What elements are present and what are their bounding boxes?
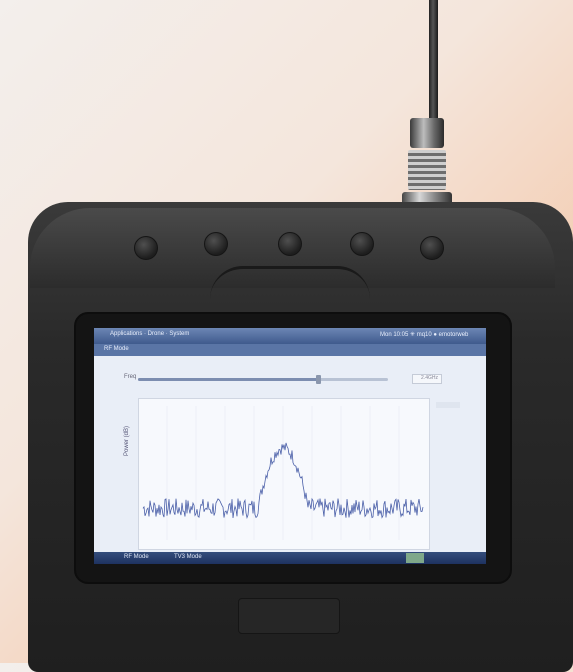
touch-screen[interactable]: Applications · Drone · System Mon 10:05 … [94, 328, 486, 564]
hardware-button[interactable] [420, 236, 444, 260]
title-bar: Applications · Drone · System Mon 10:05 … [94, 328, 486, 344]
window-label: RF Mode [104, 346, 129, 352]
antenna [429, 0, 438, 120]
taskbar-item-rf-mode[interactable]: RF Mode [124, 554, 149, 560]
status-area: Mon 10:05 ✳ mq10 ● emotorweb [380, 332, 469, 338]
side-chip [436, 402, 460, 408]
taskbar-indicator [406, 553, 424, 563]
hardware-button[interactable] [134, 236, 158, 260]
window-bar: RF Mode [94, 344, 486, 356]
value-field[interactable]: 2.4GHz [412, 374, 442, 384]
control-row: Freq 2.4GHz [94, 372, 486, 386]
handle-grip [210, 266, 370, 299]
app-title: Applications · Drone · System [110, 331, 190, 337]
hardware-button[interactable] [350, 232, 374, 256]
spectrum-trace [142, 406, 424, 540]
taskbar-item-tv3-mode[interactable]: TV3 Mode [174, 554, 202, 560]
spectrum-line [142, 442, 424, 520]
control-label: Freq [124, 374, 137, 380]
hardware-button[interactable] [204, 232, 228, 256]
slider-fill [138, 378, 318, 381]
spectrum-plot [138, 398, 430, 550]
hardware-button[interactable] [278, 232, 302, 256]
slider-knob[interactable] [316, 375, 321, 384]
frequency-slider[interactable] [138, 375, 388, 384]
taskbar: RF Mode TV3 Mode [94, 552, 486, 564]
bottom-slot [238, 598, 340, 634]
y-axis-label: Power (dB) [124, 425, 130, 456]
